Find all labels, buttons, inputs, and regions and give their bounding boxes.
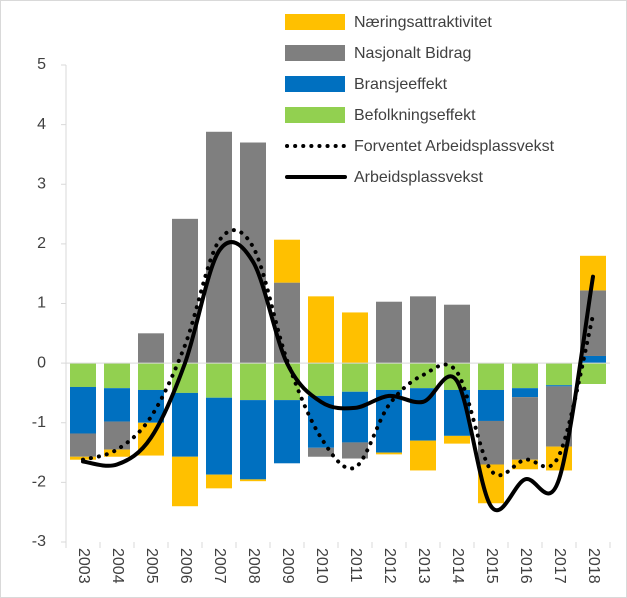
y-tick-label: 4 bbox=[37, 116, 46, 133]
line bbox=[81, 240, 595, 512]
bar bbox=[308, 447, 334, 457]
bar bbox=[206, 474, 232, 489]
line bbox=[81, 228, 595, 478]
bar bbox=[376, 452, 402, 455]
bar bbox=[172, 392, 198, 457]
bar bbox=[104, 388, 130, 422]
bar bbox=[274, 400, 300, 464]
legend-label: Bransjeeffekt bbox=[354, 76, 448, 93]
bar bbox=[104, 421, 130, 450]
legend-swatch bbox=[285, 107, 345, 123]
bar bbox=[512, 397, 538, 460]
bar bbox=[478, 420, 504, 465]
x-tick-label: 2006 bbox=[177, 548, 194, 584]
bar bbox=[308, 296, 334, 364]
bar bbox=[104, 449, 130, 457]
x-tick-label: 2016 bbox=[517, 548, 534, 584]
bar bbox=[274, 282, 300, 364]
y-tick-label: 1 bbox=[37, 295, 46, 312]
x-tick-label: 2005 bbox=[143, 548, 160, 584]
bar bbox=[138, 363, 164, 390]
bar bbox=[70, 363, 96, 387]
bar bbox=[206, 131, 232, 364]
x-tick-label: 2018 bbox=[585, 548, 602, 584]
legend-label: Befolkningseffekt bbox=[354, 107, 476, 124]
bar bbox=[70, 433, 96, 457]
bar bbox=[240, 363, 266, 401]
bar bbox=[240, 400, 266, 480]
bar bbox=[410, 440, 436, 471]
bar bbox=[512, 363, 538, 389]
legend: Næringsattraktivitet Nasjonalt Bidrag Bran… bbox=[285, 14, 555, 186]
bar bbox=[342, 391, 368, 443]
bar bbox=[274, 239, 300, 283]
legend-label: Næringsattraktivitet bbox=[354, 14, 492, 31]
bar bbox=[512, 459, 538, 470]
bar bbox=[478, 389, 504, 421]
bar bbox=[580, 355, 606, 364]
bar bbox=[206, 397, 232, 475]
bar bbox=[240, 479, 266, 482]
x-tick-label: 2014 bbox=[449, 548, 466, 584]
bar bbox=[172, 456, 198, 507]
bar bbox=[342, 442, 368, 459]
legend-label: Arbeidsplassvekst bbox=[354, 169, 484, 186]
x-tick-label: 2012 bbox=[381, 548, 398, 584]
x-tick-label: 2008 bbox=[245, 548, 262, 584]
x-tick-label: 2010 bbox=[313, 548, 330, 584]
y-tick-label: -2 bbox=[32, 474, 46, 491]
bar bbox=[444, 435, 470, 444]
bar bbox=[444, 304, 470, 364]
bar bbox=[240, 142, 266, 364]
bar bbox=[342, 363, 368, 392]
bar bbox=[580, 363, 606, 384]
y-tick-label: 5 bbox=[37, 56, 46, 73]
y-tick-label: -3 bbox=[32, 533, 46, 550]
bar bbox=[546, 363, 572, 386]
y-tick-label: 0 bbox=[37, 354, 46, 371]
bar bbox=[104, 363, 130, 389]
x-tick-label: 2017 bbox=[551, 548, 568, 584]
bar bbox=[342, 312, 368, 364]
y-tick-label: 2 bbox=[37, 235, 46, 252]
bar bbox=[478, 363, 504, 390]
bar bbox=[308, 363, 334, 396]
x-tick-label: 2011 bbox=[347, 548, 364, 583]
x-tick-label: 2007 bbox=[211, 548, 228, 584]
y-tick-label: -1 bbox=[32, 414, 46, 431]
bar bbox=[376, 301, 402, 364]
x-tick-label: 2004 bbox=[109, 548, 126, 584]
bar bbox=[70, 386, 96, 434]
bar bbox=[206, 363, 232, 398]
legend-swatch bbox=[285, 76, 345, 92]
bar bbox=[512, 388, 538, 398]
legend-label: Forventet Arbeidsplassvekst bbox=[354, 138, 555, 155]
legend-swatch bbox=[285, 14, 345, 30]
x-tick-label: 2015 bbox=[483, 548, 500, 584]
x-tick-label: 2009 bbox=[279, 548, 296, 584]
x-tick-label: 2003 bbox=[75, 548, 92, 584]
legend-label: Nasjonalt Bidrag bbox=[354, 45, 471, 62]
bar bbox=[138, 333, 164, 364]
bar bbox=[410, 296, 436, 364]
bar bbox=[376, 363, 402, 390]
x-tick-label: 2013 bbox=[415, 548, 432, 584]
bar bbox=[172, 218, 198, 364]
bar bbox=[546, 385, 572, 387]
y-tick-label: 3 bbox=[37, 175, 46, 192]
legend-swatch bbox=[285, 45, 345, 61]
